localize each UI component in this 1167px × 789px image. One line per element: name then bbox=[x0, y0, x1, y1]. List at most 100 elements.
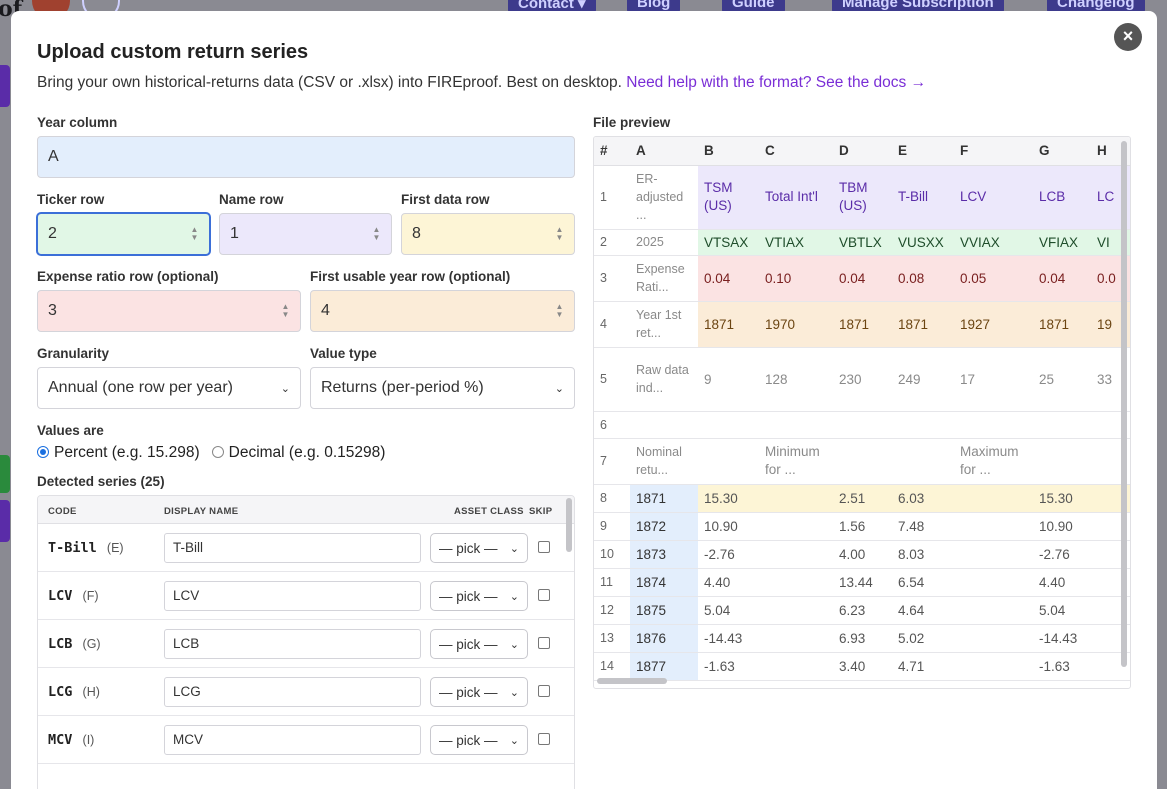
preview-cell bbox=[954, 652, 1033, 681]
preview-cell: 14 bbox=[594, 652, 630, 681]
background-nav-guide: Guide bbox=[722, 0, 785, 14]
percent-radio-label: Percent (e.g. 15.298) bbox=[54, 444, 200, 461]
first-data-row-input[interactable]: 8 ▲ ▼ bbox=[401, 213, 575, 255]
percent-radio[interactable] bbox=[37, 446, 49, 458]
preview-cell: 4.71 bbox=[892, 652, 954, 681]
preview-cell bbox=[833, 411, 892, 439]
preview-cell bbox=[759, 540, 833, 569]
close-button[interactable]: × bbox=[1114, 23, 1142, 51]
preview-cell: T-Bill bbox=[892, 165, 954, 230]
col-display-name: DISPLAY NAME bbox=[164, 506, 239, 517]
preview-cell bbox=[698, 411, 759, 439]
series-table[interactable]: CODE DISPLAY NAME ASSET CLASS SKIP T-Bil… bbox=[37, 495, 575, 789]
preview-cell: 0.10 bbox=[759, 255, 833, 302]
first-usable-year-row-input[interactable]: 4 ▲ ▼ bbox=[310, 290, 575, 332]
skip-checkbox[interactable] bbox=[538, 685, 550, 697]
preview-row: 12 1875 5.04 6.23 4.64 5.04 bbox=[594, 596, 1130, 625]
expense-ratio-row-input[interactable]: 3 ▲ ▼ bbox=[37, 290, 301, 332]
ticker-row-input[interactable]: 2 ▲ ▼ bbox=[37, 213, 210, 255]
skip-checkbox[interactable] bbox=[538, 637, 550, 649]
series-display-name-input[interactable]: T-Bill bbox=[164, 533, 421, 563]
preview-cell bbox=[630, 411, 698, 439]
preview-cell: 17 bbox=[954, 347, 1033, 412]
help-docs-link[interactable]: Need help with the format? See the docs … bbox=[626, 74, 927, 91]
preview-cell bbox=[954, 596, 1033, 625]
modal-subtitle: Bring your own historical-returns data (… bbox=[37, 74, 1131, 92]
name-row-label: Name row bbox=[219, 192, 284, 207]
preview-cell: 1927 bbox=[954, 301, 1033, 348]
preview-cell: -1.63 bbox=[698, 652, 759, 681]
value-type-select[interactable]: Returns (per-period %) ⌄ bbox=[310, 367, 575, 409]
preview-cell: 15.30 bbox=[1033, 484, 1091, 513]
name-row-input[interactable]: 1 ▲ ▼ bbox=[219, 213, 392, 255]
series-scrollbar[interactable] bbox=[566, 498, 572, 552]
asset-class-value: — pick — bbox=[439, 540, 498, 556]
preview-cell: 4 bbox=[594, 301, 630, 348]
series-code: MCV (I) bbox=[48, 732, 95, 748]
series-display-name-input[interactable]: MCV bbox=[164, 725, 421, 755]
asset-class-select[interactable]: — pick — ⌄ bbox=[430, 581, 528, 611]
skip-checkbox[interactable] bbox=[538, 733, 550, 745]
preview-cell bbox=[892, 411, 954, 439]
stepper-icon[interactable]: ▲ ▼ bbox=[555, 302, 564, 319]
preview-cell: VTIAX bbox=[759, 229, 833, 256]
preview-cell: 3 bbox=[594, 255, 630, 302]
chevron-down-icon: ⌄ bbox=[509, 686, 519, 699]
preview-cell: 6.03 bbox=[892, 484, 954, 513]
preview-cell bbox=[759, 596, 833, 625]
skip-checkbox[interactable] bbox=[538, 541, 550, 553]
preview-horizontal-scrollbar[interactable] bbox=[597, 678, 667, 684]
preview-cell: LCV bbox=[954, 165, 1033, 230]
preview-cell: 2025 bbox=[630, 229, 698, 256]
preview-cell bbox=[954, 624, 1033, 653]
year-column-input[interactable]: A bbox=[37, 136, 575, 178]
preview-cell: 1877 bbox=[630, 652, 698, 681]
preview-column: File preview # A B C D E F G H 1 ER-adjusted ... TS… bbox=[593, 115, 1131, 689]
preview-col-header: B bbox=[698, 137, 759, 166]
asset-class-value: — pick — bbox=[439, 588, 498, 604]
skip-checkbox[interactable] bbox=[538, 589, 550, 601]
stepper-icon[interactable]: ▲ ▼ bbox=[281, 302, 290, 319]
stepper-icon[interactable]: ▲ ▼ bbox=[190, 225, 199, 242]
values-are-radio-group: Percent (e.g. 15.298) Decimal (e.g. 0.15… bbox=[37, 444, 575, 462]
preview-cell bbox=[892, 438, 954, 485]
chevron-down-icon: ⌄ bbox=[509, 638, 519, 651]
asset-class-select[interactable]: — pick — ⌄ bbox=[430, 533, 528, 563]
preview-cell bbox=[698, 438, 759, 485]
preview-cell: 4.40 bbox=[1033, 568, 1091, 597]
stepper-icon[interactable]: ▲ ▼ bbox=[555, 225, 564, 242]
asset-class-select[interactable]: — pick — ⌄ bbox=[430, 677, 528, 707]
preview-vertical-scrollbar[interactable] bbox=[1121, 141, 1127, 667]
series-display-name-input[interactable]: LCG bbox=[164, 677, 421, 707]
value-type-label: Value type bbox=[310, 346, 377, 361]
percent-radio-option[interactable]: Percent (e.g. 15.298) bbox=[37, 444, 200, 462]
preview-cell: 0.05 bbox=[954, 255, 1033, 302]
form-column: Year column A Ticker row 2 ▲ ▼ Name row 1… bbox=[37, 115, 575, 789]
file-preview-table[interactable]: # A B C D E F G H 1 ER-adjusted ... TSM (US) Total I… bbox=[593, 136, 1131, 689]
asset-class-value: — pick — bbox=[439, 636, 498, 652]
preview-cell: 4.00 bbox=[833, 540, 892, 569]
preview-cell: 1874 bbox=[630, 568, 698, 597]
stepper-icon[interactable]: ▲ ▼ bbox=[372, 225, 381, 242]
series-display-name-input[interactable]: LCV bbox=[164, 581, 421, 611]
preview-cell: 5.04 bbox=[698, 596, 759, 625]
asset-class-select[interactable]: — pick — ⌄ bbox=[430, 725, 528, 755]
preview-cell: 249 bbox=[892, 347, 954, 412]
series-row: T-Bill (E) T-Bill — pick — ⌄ bbox=[38, 524, 574, 572]
series-column-ref: (I) bbox=[82, 733, 95, 747]
preview-cell: 5.02 bbox=[892, 624, 954, 653]
series-code: LCB (G) bbox=[48, 636, 101, 652]
chevron-down-icon: ⌄ bbox=[280, 382, 290, 395]
preview-cell: 1871 bbox=[833, 301, 892, 348]
asset-class-select[interactable]: — pick — ⌄ bbox=[430, 629, 528, 659]
first-data-row-value: 8 bbox=[412, 225, 421, 242]
series-display-name-input[interactable]: LCB bbox=[164, 629, 421, 659]
first-usable-year-row-value: 4 bbox=[321, 302, 330, 319]
decimal-radio[interactable] bbox=[211, 446, 224, 458]
decimal-radio-option[interactable]: Decimal (e.g. 0.15298) bbox=[211, 444, 385, 462]
preview-cell: 12 bbox=[594, 596, 630, 625]
background-side-tab bbox=[0, 455, 10, 493]
upload-modal: × Upload custom return series Bring your… bbox=[11, 11, 1157, 789]
granularity-select[interactable]: Annual (one row per year) ⌄ bbox=[37, 367, 301, 409]
preview-cell: 8.03 bbox=[892, 540, 954, 569]
